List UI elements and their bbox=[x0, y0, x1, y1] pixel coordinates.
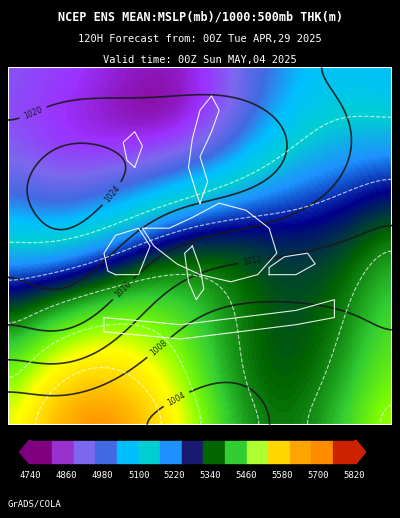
Text: 5820: 5820 bbox=[344, 471, 365, 480]
Bar bbox=[117, 440, 139, 463]
Bar bbox=[247, 440, 268, 463]
Bar bbox=[225, 440, 247, 463]
Bar bbox=[333, 440, 354, 463]
FancyArrow shape bbox=[354, 440, 366, 463]
Bar bbox=[182, 440, 204, 463]
Bar bbox=[311, 440, 333, 463]
Text: 5220: 5220 bbox=[164, 471, 185, 480]
Text: 120H Forecast from: 00Z Tue APR,29 2025: 120H Forecast from: 00Z Tue APR,29 2025 bbox=[78, 34, 322, 44]
Bar bbox=[74, 440, 96, 463]
Text: 4860: 4860 bbox=[56, 471, 78, 480]
Text: 1016: 1016 bbox=[113, 279, 133, 299]
Text: 4740: 4740 bbox=[20, 471, 42, 480]
Text: GrADS/COLA: GrADS/COLA bbox=[8, 499, 62, 508]
Text: 1012: 1012 bbox=[242, 255, 262, 267]
Bar bbox=[52, 440, 74, 463]
Text: Valid time: 00Z Sun MAY,04 2025: Valid time: 00Z Sun MAY,04 2025 bbox=[103, 55, 297, 65]
Text: 5340: 5340 bbox=[200, 471, 221, 480]
Text: 5700: 5700 bbox=[308, 471, 329, 480]
Text: 5460: 5460 bbox=[236, 471, 257, 480]
FancyArrow shape bbox=[20, 440, 31, 463]
Bar bbox=[268, 440, 290, 463]
Text: 1024: 1024 bbox=[103, 183, 122, 204]
Bar bbox=[290, 440, 311, 463]
Text: 5580: 5580 bbox=[272, 471, 293, 480]
Text: 1008: 1008 bbox=[148, 338, 169, 357]
Text: 1004: 1004 bbox=[166, 390, 187, 408]
Text: NCEP ENS MEAN:MSLP(mb)/1000:500mb THK(m): NCEP ENS MEAN:MSLP(mb)/1000:500mb THK(m) bbox=[58, 10, 342, 23]
Bar bbox=[31, 440, 52, 463]
Bar bbox=[139, 440, 160, 463]
Text: 5100: 5100 bbox=[128, 471, 150, 480]
Bar bbox=[160, 440, 182, 463]
Text: 4980: 4980 bbox=[92, 471, 114, 480]
Bar bbox=[204, 440, 225, 463]
Bar bbox=[96, 440, 117, 463]
Text: 1020: 1020 bbox=[22, 105, 44, 121]
